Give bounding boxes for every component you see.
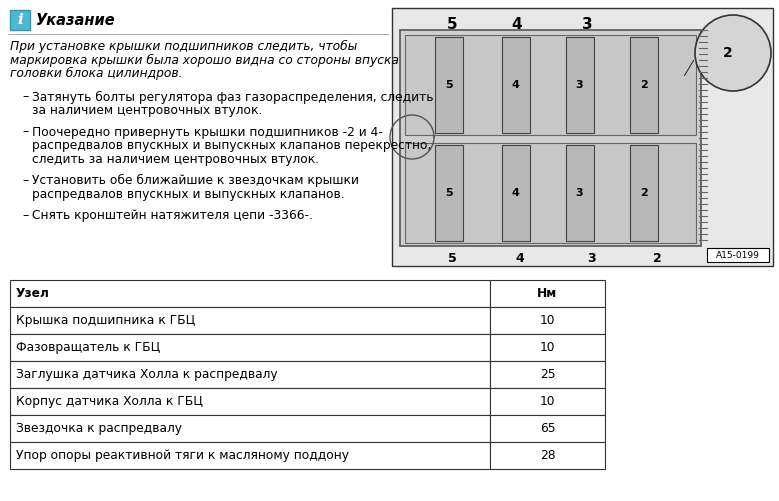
Text: –: –: [22, 174, 28, 187]
Text: Указание: Указание: [36, 13, 115, 28]
Bar: [490, 415, 605, 442]
Text: распредвалов впускных и выпускных клапанов перекрестно,: распредвалов впускных и выпускных клапан…: [32, 139, 432, 152]
Text: 28: 28: [540, 449, 555, 462]
Text: 5: 5: [445, 188, 453, 198]
Text: 2: 2: [653, 252, 661, 265]
Text: A15-0199: A15-0199: [716, 250, 760, 260]
Text: 3: 3: [587, 252, 596, 265]
Bar: [10, 361, 490, 388]
Text: 4: 4: [516, 252, 524, 265]
Text: Корпус датчика Холла к ГБЦ: Корпус датчика Холла к ГБЦ: [16, 395, 203, 408]
Text: –: –: [22, 91, 28, 104]
Text: 4: 4: [512, 17, 522, 32]
Bar: [566, 145, 594, 241]
Text: Снять кронштейн натяжителя цепи -3366-.: Снять кронштейн натяжителя цепи -3366-.: [32, 209, 313, 222]
Text: –: –: [22, 125, 28, 138]
Text: Затянуть болты регулятора фаз газораспределения, следить: Затянуть болты регулятора фаз газораспре…: [32, 91, 433, 104]
Text: 65: 65: [540, 422, 555, 435]
Bar: [490, 280, 605, 307]
Bar: [10, 442, 490, 469]
Text: 4: 4: [512, 80, 520, 90]
Bar: [392, 8, 773, 266]
Text: головки блока цилиндров.: головки блока цилиндров.: [10, 67, 182, 80]
Bar: [502, 145, 530, 241]
Text: маркировка крышки была хорошо видна со стороны впуска: маркировка крышки была хорошо видна со с…: [10, 54, 399, 67]
Bar: [490, 442, 605, 469]
Text: Поочередно привернуть крышки подшипников -2 и 4-: Поочередно привернуть крышки подшипников…: [32, 125, 382, 138]
Text: Узел: Узел: [16, 287, 50, 300]
Text: 10: 10: [540, 314, 555, 327]
Text: 25: 25: [540, 368, 555, 381]
Bar: [10, 334, 490, 361]
Bar: [502, 37, 530, 133]
Text: При установке крышки подшипников следить, чтобы: При установке крышки подшипников следить…: [10, 40, 358, 53]
Bar: [405, 143, 696, 243]
Text: Крышка подшипника к ГБЦ: Крышка подшипника к ГБЦ: [16, 314, 196, 327]
Bar: [405, 35, 696, 135]
Text: следить за наличием центровочных втулок.: следить за наличием центровочных втулок.: [32, 152, 319, 165]
Bar: [490, 388, 605, 415]
Text: Фазовращатель к ГБЦ: Фазовращатель к ГБЦ: [16, 341, 160, 354]
Text: 5: 5: [446, 17, 457, 32]
Bar: [10, 307, 490, 334]
Text: Установить обе ближайшие к звездочкам крышки: Установить обе ближайшие к звездочкам кр…: [32, 174, 359, 187]
Text: 2: 2: [723, 46, 733, 60]
Bar: [10, 10, 30, 30]
Text: 2: 2: [640, 188, 647, 198]
Text: Звездочка к распредвалу: Звездочка к распредвалу: [16, 422, 182, 435]
Text: 3: 3: [582, 17, 592, 32]
Text: Нм: Нм: [538, 287, 558, 300]
Bar: [629, 37, 657, 133]
Text: распредвалов впускных и выпускных клапанов.: распредвалов впускных и выпускных клапан…: [32, 187, 344, 200]
Text: 10: 10: [540, 395, 555, 408]
Bar: [490, 334, 605, 361]
Bar: [629, 145, 657, 241]
Bar: [400, 30, 701, 246]
Text: Упор опоры реактивной тяги к масляному поддону: Упор опоры реактивной тяги к масляному п…: [16, 449, 349, 462]
Text: за наличием центровочных втулок.: за наличием центровочных втулок.: [32, 104, 263, 117]
Circle shape: [695, 15, 771, 91]
Bar: [10, 415, 490, 442]
Bar: [10, 388, 490, 415]
Text: 3: 3: [576, 80, 583, 90]
Text: 4: 4: [512, 188, 520, 198]
Bar: [566, 37, 594, 133]
Text: 3: 3: [576, 188, 583, 198]
Text: Заглушка датчика Холла к распредвалу: Заглушка датчика Холла к распредвалу: [16, 368, 277, 381]
Bar: [707, 248, 769, 262]
Text: –: –: [22, 209, 28, 222]
Bar: [10, 280, 490, 307]
Text: 5: 5: [448, 252, 456, 265]
Bar: [435, 145, 463, 241]
Bar: [490, 361, 605, 388]
Text: 10: 10: [540, 341, 555, 354]
Text: 2: 2: [640, 80, 647, 90]
Text: 5: 5: [445, 80, 453, 90]
Text: i: i: [17, 13, 23, 27]
Bar: [435, 37, 463, 133]
Bar: [490, 307, 605, 334]
